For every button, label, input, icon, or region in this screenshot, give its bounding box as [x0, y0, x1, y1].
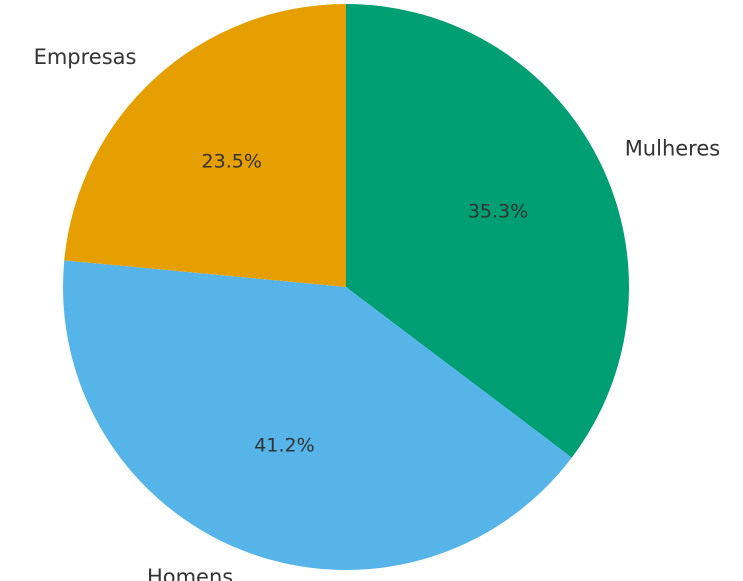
slice-label-empresas: Empresas: [34, 45, 137, 69]
pie-slice-homens: [63, 260, 572, 570]
slice-percent-empresas: 23.5%: [202, 150, 262, 172]
slice-label-homens: Homens: [147, 565, 233, 581]
slice-percent-homens: 41.2%: [254, 434, 314, 456]
pie-slice-mulheres: [346, 4, 630, 458]
pie-slice-empresas: [64, 4, 346, 287]
slices-layer: [63, 4, 630, 570]
slice-label-mulheres: Mulheres: [625, 136, 721, 160]
labels-layer: Mulheres 35.3% Homens 41.2% Empresas 23.5%: [34, 45, 721, 581]
slice-percent-mulheres: 35.3%: [468, 200, 528, 222]
